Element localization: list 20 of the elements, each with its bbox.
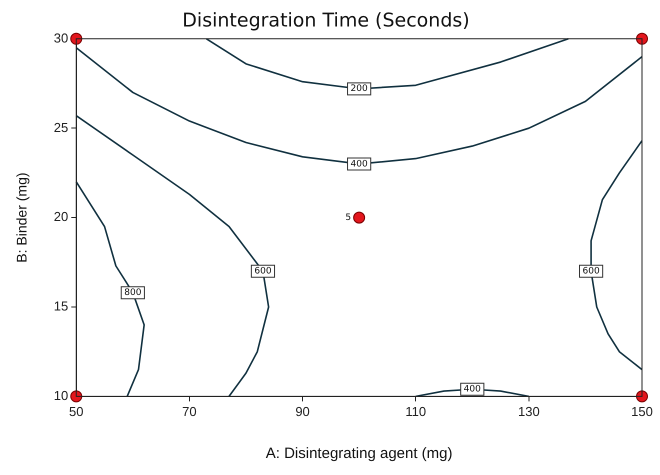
x-tick-label: 70: [182, 404, 197, 419]
y-tick-label: 15: [54, 298, 68, 314]
x-tick-label: 90: [295, 404, 310, 419]
x-tick-label: 150: [631, 404, 653, 419]
point: [70, 32, 82, 45]
y-tick-label: 10: [54, 388, 68, 403]
y-tick-label: 25: [54, 120, 68, 135]
x-tick-label: 110: [405, 404, 426, 419]
y-tick-label: 20: [54, 209, 68, 224]
x-tick-label: 50: [69, 404, 84, 419]
point: [636, 32, 648, 45]
y-axis-title: B: Binder (mg): [13, 172, 30, 263]
chart-title: Disintegration Time (Seconds): [182, 9, 470, 32]
x-axis-title: A: Disintegrating agent (mg): [266, 445, 453, 462]
annotation: 5: [345, 212, 352, 223]
point: [636, 390, 648, 402]
point: [70, 390, 82, 402]
x-tick-label: 130: [518, 404, 540, 419]
y-tick-label: 30: [54, 30, 68, 46]
point: [353, 212, 366, 224]
